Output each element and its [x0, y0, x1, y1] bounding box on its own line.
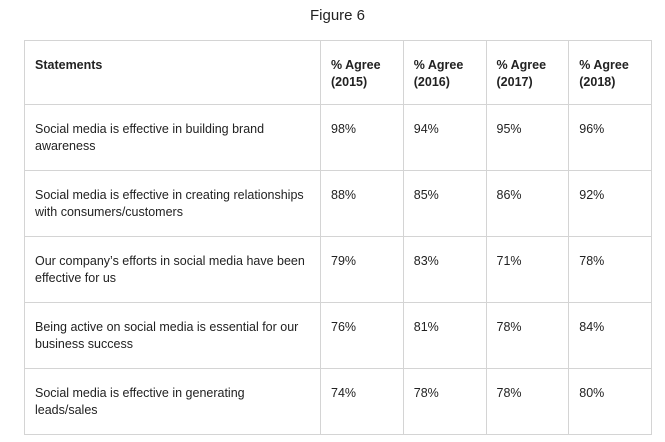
percent-cell: 78% [485, 302, 570, 369]
header-cell: % Agree (2018) [568, 40, 652, 105]
percent-cell: 81% [402, 302, 487, 369]
percent-cell: 98% [320, 104, 404, 171]
percent-cell: 83% [402, 236, 487, 303]
table-row: Social media is effective in building br… [24, 104, 652, 171]
header-row: Statements% Agree (2015)% Agree (2016)% … [24, 40, 652, 105]
percent-cell: 92% [568, 170, 652, 237]
percent-cell: 86% [485, 170, 570, 237]
statement-cell: Social media is effective in building br… [24, 104, 321, 171]
table-row: Our company’s efforts in social media ha… [24, 236, 652, 303]
percent-cell: 78% [402, 368, 487, 435]
table: Statements% Agree (2015)% Agree (2016)% … [24, 40, 652, 435]
percent-cell: 85% [402, 170, 487, 237]
statement-cell: Social media is effective in generating … [24, 368, 321, 435]
table-row: Being active on social media is essentia… [24, 302, 652, 369]
percent-cell: 78% [568, 236, 652, 303]
statement-cell: Social media is effective in creating re… [24, 170, 321, 237]
percent-cell: 74% [320, 368, 404, 435]
table-body: Social media is effective in building br… [24, 104, 652, 435]
statement-cell: Being active on social media is essentia… [24, 302, 321, 369]
percent-cell: 79% [320, 236, 404, 303]
figure-title: Figure 6 [309, 7, 366, 24]
percent-cell: 94% [402, 104, 487, 171]
percent-cell: 78% [485, 368, 570, 435]
percent-cell: 88% [320, 170, 404, 237]
header-cell: Statements [24, 40, 321, 105]
percent-cell: 80% [568, 368, 652, 435]
percent-cell: 71% [485, 236, 570, 303]
header-cell: % Agree (2017) [485, 40, 570, 105]
statement-cell: Our company’s efforts in social media ha… [24, 236, 321, 303]
percent-cell: 96% [568, 104, 652, 171]
percent-cell: 76% [320, 302, 404, 369]
table-row: Social media is effective in creating re… [24, 170, 652, 237]
table-row: Social media is effective in generating … [24, 368, 652, 435]
header-cell: % Agree (2016) [402, 40, 487, 105]
percent-cell: 95% [485, 104, 570, 171]
percent-cell: 84% [568, 302, 652, 369]
header-cell: % Agree (2015) [320, 40, 404, 105]
